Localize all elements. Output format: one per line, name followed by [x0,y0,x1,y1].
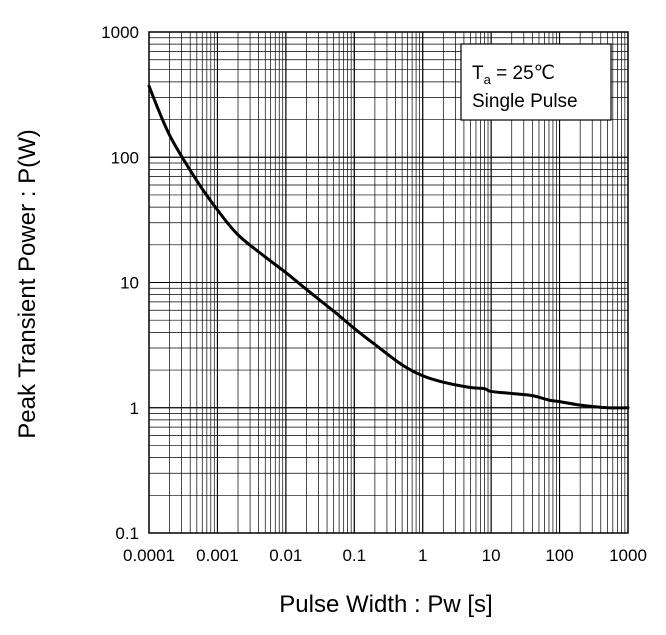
annotation-t-symbol: T [472,63,484,84]
annotation-t-subscript: a [484,72,492,87]
y-tick-label: 100 [111,148,139,167]
x-axis-title: Pulse Width : Pw [s] [279,591,492,618]
condition-annotation: Ta = 25℃ Single Pulse [460,43,612,121]
annotation-frame [460,43,612,121]
x-axis-ticks: 0.0001 0.001 0.01 0.1 1 10 100 1000 [123,546,647,565]
annotation-single-pulse: Single Pulse [472,91,578,112]
x-tick-label: 100 [545,546,573,565]
x-tick-label: 0.1 [342,546,366,565]
x-tick-label: 1000 [609,546,647,565]
y-tick-label: 1000 [101,23,139,42]
x-tick-label: 0.001 [196,546,239,565]
plot-frame [148,31,629,534]
x-tick-label: 0.01 [269,546,302,565]
annotation-temperature: Ta = 25℃ [472,63,555,87]
y-tick-label: 10 [120,274,139,293]
y-axis-ticks: 0.1 1 10 100 1000 [101,23,139,543]
y-tick-label: 1 [130,399,139,418]
x-tick-label: 0.0001 [123,546,175,565]
series-line [147,84,630,410]
y-axis-title: Peak Transient Power : P(W) [14,129,41,438]
x-tick-label: 1 [418,546,427,565]
y-tick-label: 0.1 [115,524,139,543]
annotation-t-value: = 25℃ [491,63,555,84]
x-tick-label: 10 [482,546,501,565]
